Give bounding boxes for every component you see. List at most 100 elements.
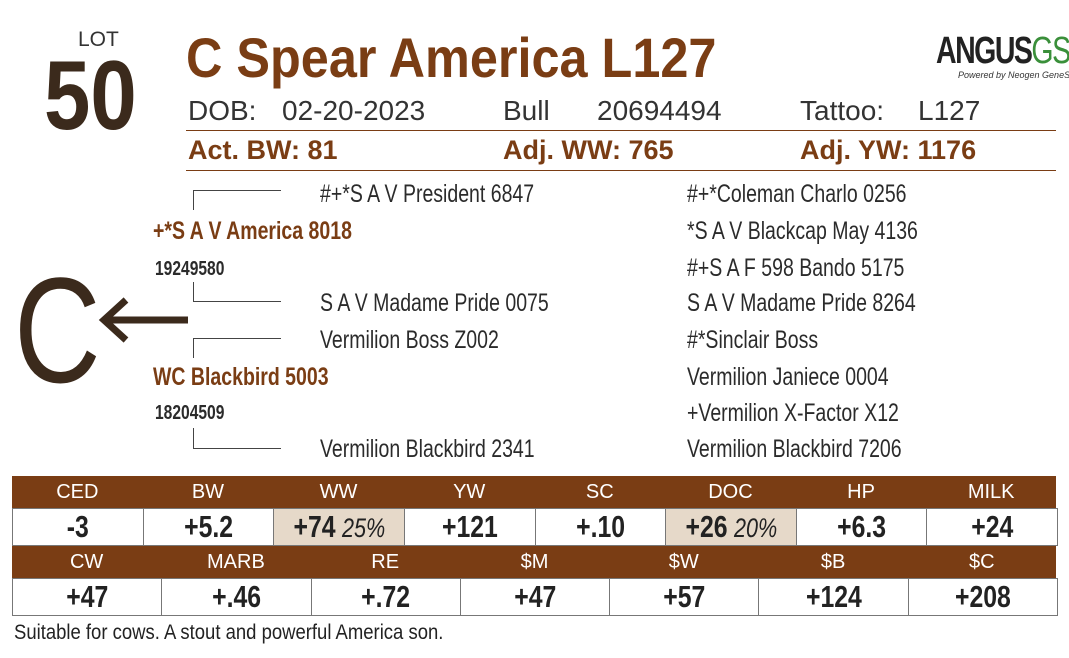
ancestor: +Vermilion X-Factor X12 [687, 398, 959, 428]
logo-tagline: Powered by Neogen GeneSeek [958, 70, 1069, 80]
tattoo: L127 [918, 95, 981, 126]
epd-value-group: +.46 [212, 579, 261, 615]
epd-value-group: +124 [806, 579, 862, 615]
bracket [193, 301, 281, 302]
epd-cell: +5.2 [142, 508, 275, 546]
epd-header: WW [273, 476, 405, 508]
epd-value: +26 [685, 509, 728, 544]
bracket [193, 448, 281, 449]
epd-value-group: +47 [66, 579, 108, 615]
epd-value: +47 [513, 579, 557, 614]
epd-cell: +26 20% [665, 508, 797, 546]
text: S A V Madame Pride 0075 [320, 289, 549, 317]
dam-dam: Vermilion Blackbird 2341 [320, 434, 595, 464]
epd-header: CW [12, 546, 163, 578]
dam-reg: 18204509 [155, 398, 244, 428]
text: #+*S A V President 6847 [320, 180, 535, 208]
epd-value-group: +74 25% [293, 509, 385, 545]
rule [186, 170, 1056, 171]
epd-value-group: +6.3 [837, 509, 886, 545]
text: #+S A F 598 Bando 5175 [687, 254, 905, 282]
epd-value: +208 [954, 579, 1011, 614]
bracket [193, 190, 194, 210]
epd-header: $C [907, 546, 1057, 578]
epd-value: +5.2 [183, 509, 233, 544]
epd-value: +121 [441, 509, 498, 544]
tattoo-label: Tattoo: [800, 95, 885, 126]
epd-value: +74 [293, 509, 336, 544]
logo-brand: ANGUS [936, 30, 1033, 72]
lot-number: 50 [44, 40, 153, 150]
rule [186, 130, 1056, 131]
epd-value: +.10 [575, 509, 625, 544]
epd-cell: -3 [12, 508, 144, 546]
epd-value: +6.3 [837, 509, 887, 544]
dob-label: DOB: [188, 95, 257, 126]
epd-header: RE [310, 546, 461, 578]
text: #*Sinclair Boss [687, 326, 819, 354]
epd-cell: +208 [907, 578, 1058, 616]
text: +*S A V America 8018 [153, 217, 352, 245]
epd-value: +24 [971, 509, 1014, 544]
epd-value-group: +208 [955, 579, 1011, 615]
epd-value: +47 [66, 579, 109, 614]
epd-cell: +.72 [310, 578, 461, 616]
bracket [193, 338, 194, 358]
epd-header: CED [12, 476, 144, 508]
sire-reg: 19249580 [155, 254, 244, 284]
epd-header: $W [609, 546, 760, 578]
text: 19249580 [155, 258, 225, 280]
text: Vermilion Blackbird 2341 [320, 435, 535, 463]
epd-value-group: +5.2 [184, 509, 233, 545]
epd-value: +124 [805, 579, 862, 614]
epd-header: BW [142, 476, 275, 508]
epd-cell: +124 [758, 578, 909, 616]
epd-value-group: +.10 [576, 509, 625, 545]
epd-value: +.46 [211, 579, 261, 614]
epd-percentile: 25% [341, 513, 385, 543]
epd-value: +57 [663, 579, 706, 614]
lot-number-text: 50 [44, 40, 137, 150]
text: *S A V Blackcap May 4136 [687, 217, 918, 245]
sire: +*S A V America 8018 [153, 216, 408, 246]
registration: 20694494 [597, 95, 722, 126]
weight: Adj. WW: 765 [503, 135, 674, 165]
epd-cell: +121 [403, 508, 536, 546]
text: 18204509 [155, 402, 225, 424]
ancestor: Vermilion Blackbird 7206 [687, 434, 962, 464]
epd-value: +.72 [361, 579, 411, 614]
brand: C [14, 240, 122, 420]
epd-header: SC [534, 476, 667, 508]
epd-value-group: +24 [971, 509, 1013, 545]
ancestor: *S A V Blackcap May 4136 [687, 216, 983, 246]
epd-cell: +.46 [161, 578, 312, 616]
dob: 02-20-2023 [282, 95, 426, 126]
epd-header: $M [459, 546, 611, 578]
epd-cell: +57 [609, 578, 760, 616]
text: Vermilion Blackbird 7206 [687, 435, 902, 463]
ancestor: S A V Madame Pride 8264 [687, 288, 980, 318]
text: Suitable for cows. A stout and powerful … [14, 621, 444, 644]
epd-cell: +6.3 [795, 508, 928, 546]
epd-value-group: +47 [514, 579, 556, 615]
epd-value: -3 [66, 509, 89, 544]
dam-sire: Vermilion Boss Z002 [320, 325, 549, 355]
dam: WC Blackbird 5003 [153, 362, 378, 392]
comment: Suitable for cows. A stout and powerful … [14, 621, 502, 645]
epd-value-group: +.72 [361, 579, 410, 615]
sire-sire: #+*S A V President 6847 [320, 179, 595, 209]
epd-percentile: 20% [733, 513, 777, 543]
epd-value-group: +57 [663, 579, 705, 615]
bracket [193, 282, 194, 301]
text: S A V Madame Pride 8264 [687, 289, 916, 317]
brand-text: C [14, 246, 101, 414]
text: Vermilion Janiece 0004 [687, 363, 889, 391]
logo-suffix: GS [1031, 30, 1069, 72]
ancestor: #*Sinclair Boss [687, 325, 855, 355]
animal-name: C Spear America L127 [186, 26, 775, 90]
bracket [193, 428, 194, 448]
logo: ANGUSGS [936, 30, 1069, 73]
epd-cell: +74 25% [273, 508, 405, 546]
epd-cell: +47 [459, 578, 611, 616]
sex: Bull [503, 95, 550, 126]
